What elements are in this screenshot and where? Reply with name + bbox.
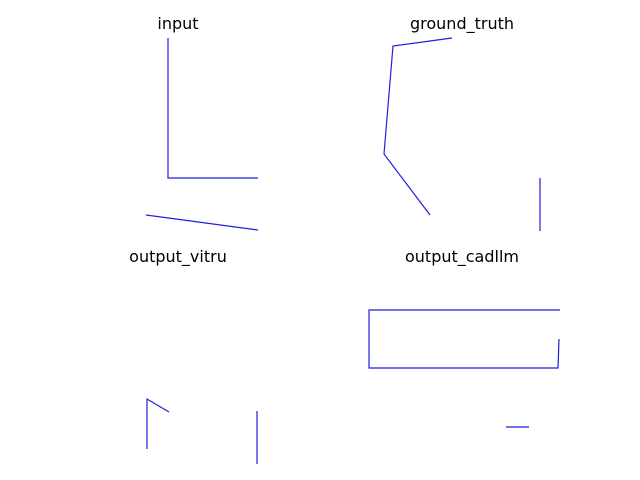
output-cadllm-segments <box>368 309 560 428</box>
panel-output-cadllm: output_cadllm <box>368 247 560 428</box>
panel-ground-truth: ground_truth <box>383 14 541 231</box>
panel-title-output-vitru: output_vitru <box>129 247 227 267</box>
panel-title-input: input <box>157 14 198 33</box>
input-segment-1 <box>167 38 258 179</box>
ground-truth-segments <box>383 37 541 231</box>
panel-title-output-cadllm: output_cadllm <box>405 247 519 267</box>
input-segments <box>145 38 259 231</box>
panel-input: input <box>145 14 259 231</box>
panel-title-ground-truth: ground_truth <box>410 14 514 34</box>
output-vitru-segments <box>146 397 258 464</box>
input-segment-2 <box>145 214 259 231</box>
output-cadllm-segment-1 <box>368 309 560 369</box>
panel-output-vitru: output_vitru <box>129 247 258 464</box>
output-vitru-segment-1 <box>146 397 170 449</box>
ground-truth-segment-1 <box>383 37 453 216</box>
